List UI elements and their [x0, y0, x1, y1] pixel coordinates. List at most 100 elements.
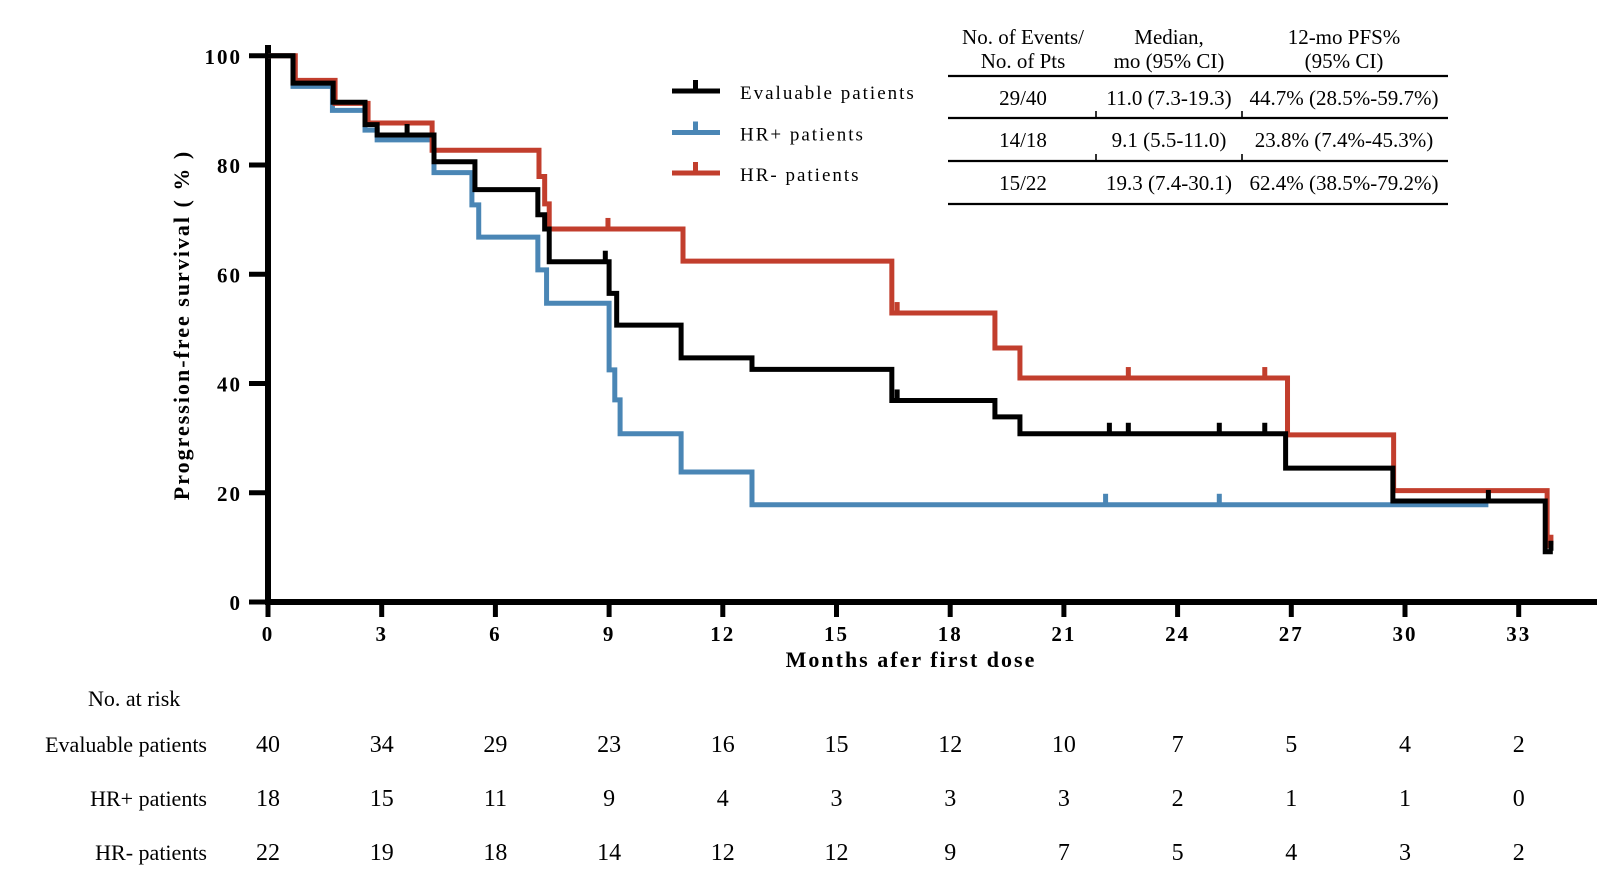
legend-swatch-censor-icon: [693, 162, 698, 171]
stats-cell-r2c1: 19.3 (7.4-30.1): [1106, 171, 1232, 195]
censor-ticks-hr-minus-patients: [605, 217, 1554, 545]
risk-row-label: Evaluable patients: [45, 732, 207, 757]
censor-tick-hr-minus-patients: [894, 302, 900, 313]
risk-value: 12: [938, 732, 962, 758]
stats-cell-r2c0: 15/22: [999, 171, 1047, 195]
risk-value: 3: [831, 786, 843, 812]
legend-label-hr-minus-patients: HR- patients: [740, 165, 861, 186]
censor-tick-evaluable-patients: [404, 123, 410, 134]
y-axis-title: Progression-free survival ( % ): [169, 150, 194, 500]
x-axis-title: Months afer first dose: [786, 647, 1037, 672]
risk-value: 0: [1513, 786, 1525, 812]
risk-value: 5: [1285, 732, 1297, 758]
censor-tick-hr-minus-patients: [1548, 534, 1554, 545]
y-tick-label: 0: [230, 591, 243, 615]
y-tick-label: 100: [205, 45, 243, 69]
risk-value: 14: [597, 840, 621, 866]
censor-tick-evaluable-patients: [602, 250, 608, 261]
risk-value: 2: [1172, 786, 1184, 812]
risk-value: 19: [370, 840, 394, 866]
risk-value: 4: [1399, 732, 1411, 758]
stats-header-line2: No. of Pts: [981, 49, 1066, 73]
stats-header-line1: Median,: [1134, 25, 1203, 49]
risk-table-row: HR+ patients 18 15 11 9 4 3 3 3 2 1 1 0: [90, 786, 1525, 812]
risk-value: 18: [483, 840, 507, 866]
x-tick-label: 12: [710, 622, 735, 646]
risk-value: 9: [944, 840, 956, 866]
risk-row-label: HR+ patients: [90, 786, 207, 811]
x-tick-label: 6: [489, 622, 502, 646]
y-tick-label: 40: [217, 373, 242, 397]
censor-tick-hr-minus-patients: [1262, 367, 1268, 378]
legend: Evaluable patients HR+ patients HR- patien…: [672, 80, 914, 186]
y-tick-label: 60: [217, 263, 242, 287]
risk-value: 23: [597, 732, 621, 758]
legend-label-hr-plus-patients: HR+ patients: [740, 125, 865, 146]
risk-value: 9: [603, 786, 615, 812]
risk-value: 18: [256, 786, 280, 812]
stats-cell-r2c2: 62.4% (38.5%-79.2%): [1250, 171, 1439, 195]
legend-swatch-censor-icon: [693, 121, 698, 131]
x-tick-label: 9: [603, 622, 616, 646]
risk-value: 15: [370, 786, 394, 812]
legend-item-evaluable-patients: Evaluable patients: [672, 80, 914, 104]
censor-tick-evaluable-patients: [1125, 422, 1131, 433]
censor-tick-hr-plus-patients: [1216, 493, 1222, 504]
censor-tick-hr-minus-patients: [605, 217, 611, 228]
risk-value: 4: [1285, 840, 1297, 866]
risk-value: 3: [944, 786, 956, 812]
km-curve-hr-plus-patients: [268, 53, 1489, 508]
x-tick-label: 0: [262, 622, 275, 646]
risk-value: 1: [1399, 786, 1411, 812]
stats-cell-r0c0: 29/40: [999, 86, 1047, 110]
stats-header-line1: 12-mo PFS%: [1288, 25, 1401, 49]
km-curve-evaluable-patients: [268, 53, 1553, 555]
stats-cell-r0c2: 44.7% (28.5%-59.7%): [1250, 86, 1439, 110]
risk-value: 10: [1052, 732, 1076, 758]
x-tick-label: 3: [375, 622, 388, 646]
x-tick-label: 18: [938, 622, 963, 646]
risk-value: 3: [1058, 786, 1070, 812]
risk-table-row: Evaluable patients 40 34 29 23 16 15 12 10 7 5 4 2: [45, 732, 1525, 758]
censor-ticks-evaluable-patients: [404, 123, 1554, 551]
risk-value: 5: [1172, 840, 1184, 866]
risk-value: 12: [825, 840, 849, 866]
risk-value: 7: [1058, 840, 1070, 866]
stats-cell-r0c1: 11.0 (7.3-19.3): [1106, 86, 1231, 110]
risk-value: 40: [256, 732, 280, 758]
y-tick-label: 20: [217, 482, 242, 506]
stats-cell-r1c0: 14/18: [999, 128, 1047, 152]
risk-value: 1: [1285, 786, 1297, 812]
stats-header-line1: No. of Events/: [962, 25, 1084, 49]
censor-tick-evaluable-patients: [1216, 422, 1222, 433]
x-tick-label: 15: [824, 622, 849, 646]
legend-item-hr-minus-patients: HR- patients: [672, 162, 861, 186]
risk-value: 4: [717, 786, 729, 812]
risk-table-title: No. at risk: [88, 686, 180, 711]
stats-cell-r1c2: 23.8% (7.4%-45.3%): [1255, 128, 1433, 152]
censor-tick-evaluable-patients: [1548, 540, 1554, 551]
censor-tick-evaluable-patients: [1262, 422, 1268, 433]
risk-value: 2: [1513, 732, 1525, 758]
stats-header-line2: (95% CI): [1305, 49, 1384, 73]
censor-tick-evaluable-patients: [1106, 422, 1112, 433]
risk-value: 2: [1513, 840, 1525, 866]
censor-tick-hr-minus-patients: [1125, 367, 1131, 378]
censor-tick-hr-plus-patients: [1103, 493, 1109, 504]
censor-tick-evaluable-patients: [894, 389, 900, 400]
risk-value: 12: [711, 840, 735, 866]
risk-value: 15: [825, 732, 849, 758]
censor-tick-evaluable-patients: [1485, 489, 1491, 500]
x-tick-label: 24: [1165, 622, 1190, 646]
x-tick-label: 33: [1506, 622, 1531, 646]
risk-value: 3: [1399, 840, 1411, 866]
risk-table-row: HR- patients 22 19 18 14 12 12 9 7 5 4 3 2: [95, 840, 1525, 866]
stats-table: No. of Events/No. of Pts Median,mo (95% C…: [948, 25, 1448, 206]
legend-item-hr-plus-patients: HR+ patients: [672, 121, 865, 146]
y-tick-label: 80: [217, 154, 242, 178]
risk-row-label: HR- patients: [95, 840, 207, 865]
x-tick-label: 21: [1051, 622, 1076, 646]
risk-value: 29: [483, 732, 507, 758]
